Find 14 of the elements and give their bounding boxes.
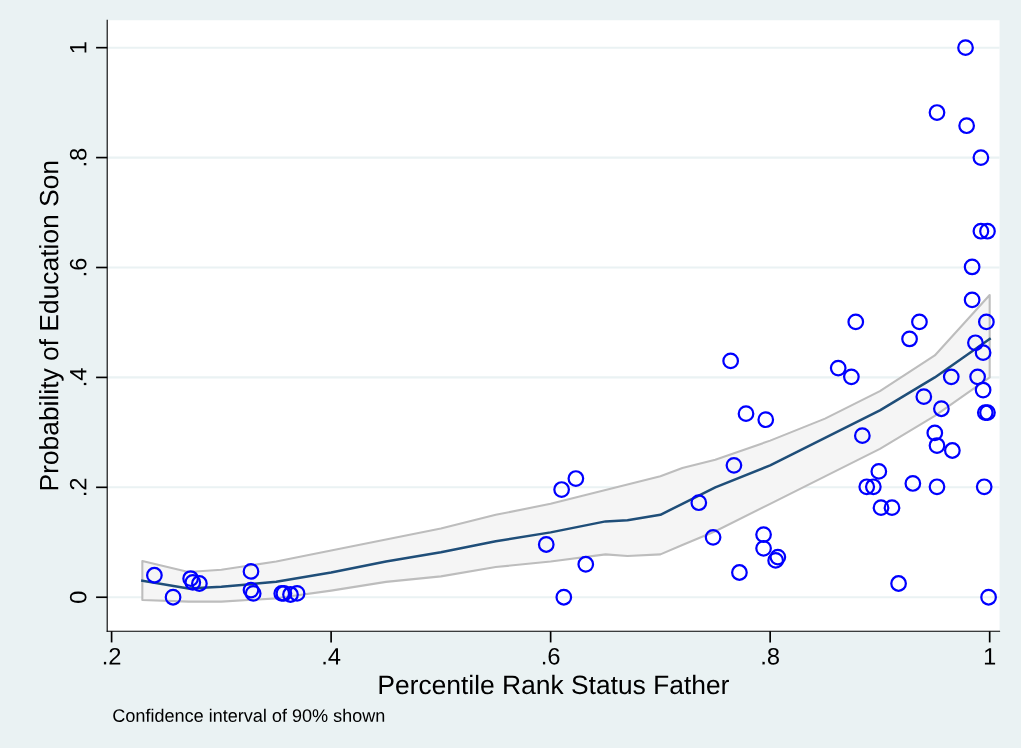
y-tick-label: 1 — [70, 42, 87, 53]
y-tick-label: .6 — [69, 258, 87, 276]
text: Confidence interval of 90% shown — [113, 708, 385, 722]
y-tick-label: .2 — [69, 478, 87, 496]
y-tick-label: .4 — [70, 368, 87, 386]
x-tick-label: .8 — [762, 647, 779, 665]
x-tick-label: .2 — [103, 647, 121, 665]
y-axis-title: Probability of Education Son — [39, 161, 64, 490]
x-axis-title: Percentile Rank Status Father — [379, 674, 729, 695]
x-tick-label: .6 — [542, 647, 560, 665]
x-tick-label: .4 — [323, 648, 341, 665]
y-tick-label: 0 — [69, 591, 87, 603]
x-tick-label: 1 — [984, 648, 996, 665]
y-tick-label: .8 — [69, 148, 87, 166]
